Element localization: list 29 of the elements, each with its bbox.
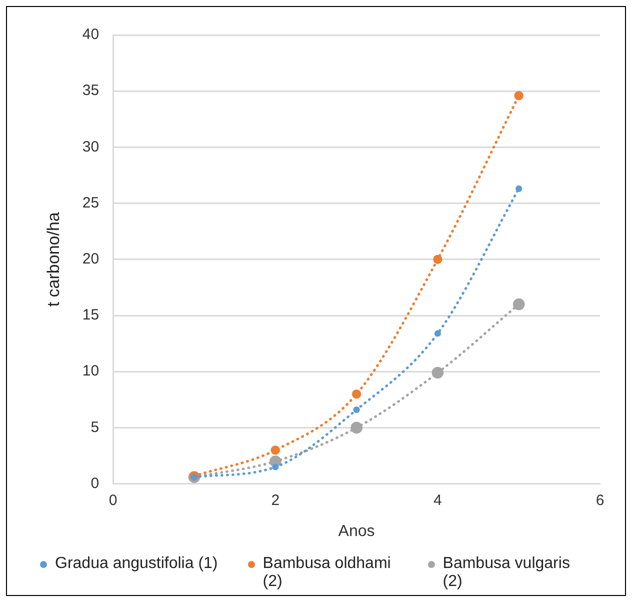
y-tick-label: 20 — [82, 250, 100, 268]
point — [432, 366, 444, 379]
y-tick-label: 5 — [90, 418, 100, 436]
point — [514, 90, 524, 100]
x-axis-title: Anos — [338, 522, 375, 540]
legend-label: Gradua angustifolia (1) — [55, 555, 218, 573]
y-tick-label: 25 — [82, 194, 100, 212]
point — [270, 446, 280, 455]
y-tick-label: 10 — [82, 362, 100, 380]
point — [434, 330, 441, 337]
point — [433, 254, 442, 264]
x-tick-label: 0 — [108, 492, 118, 509]
y-tick-label: 30 — [82, 138, 100, 156]
y-tick-label: 0 — [90, 474, 100, 492]
y-axis-title: t carbono/ha — [44, 212, 63, 307]
x-tick-label: 4 — [434, 492, 442, 509]
x-tick-label: 6 — [596, 492, 604, 509]
legend-label: Bambusa vulgaris (2) — [442, 555, 571, 591]
x-tick-label: 2 — [271, 492, 280, 509]
legend-label: Bambusa oldhami (2) — [262, 555, 392, 591]
point — [516, 185, 522, 192]
y-tick-label: 35 — [82, 82, 100, 100]
point — [353, 406, 360, 414]
point — [352, 389, 362, 399]
y-tick-label: 15 — [82, 306, 100, 324]
y-tick-label: 40 — [82, 26, 100, 44]
point — [272, 464, 279, 470]
point — [512, 298, 525, 310]
point — [350, 422, 362, 434]
